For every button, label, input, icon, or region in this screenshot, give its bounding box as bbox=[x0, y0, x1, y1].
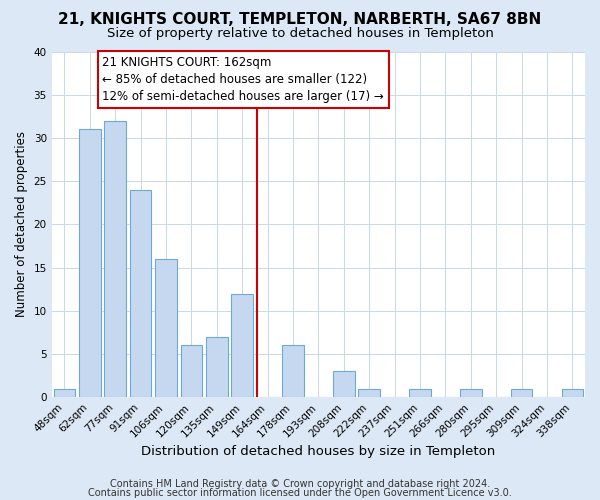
Bar bbox=[562, 388, 583, 397]
Bar bbox=[358, 388, 380, 397]
Bar bbox=[155, 259, 177, 397]
Bar bbox=[206, 336, 227, 397]
Bar bbox=[460, 388, 482, 397]
Bar bbox=[511, 388, 532, 397]
X-axis label: Distribution of detached houses by size in Templeton: Distribution of detached houses by size … bbox=[141, 444, 496, 458]
Bar bbox=[409, 388, 431, 397]
Text: 21 KNIGHTS COURT: 162sqm
← 85% of detached houses are smaller (122)
12% of semi-: 21 KNIGHTS COURT: 162sqm ← 85% of detach… bbox=[103, 56, 384, 103]
Bar bbox=[333, 372, 355, 397]
Y-axis label: Number of detached properties: Number of detached properties bbox=[15, 132, 28, 318]
Bar bbox=[282, 346, 304, 397]
Bar bbox=[181, 346, 202, 397]
Bar bbox=[79, 130, 101, 397]
Bar bbox=[130, 190, 151, 397]
Bar bbox=[232, 294, 253, 397]
Text: 21, KNIGHTS COURT, TEMPLETON, NARBERTH, SA67 8BN: 21, KNIGHTS COURT, TEMPLETON, NARBERTH, … bbox=[58, 12, 542, 28]
Text: Contains HM Land Registry data © Crown copyright and database right 2024.: Contains HM Land Registry data © Crown c… bbox=[110, 479, 490, 489]
Bar bbox=[53, 388, 75, 397]
Text: Size of property relative to detached houses in Templeton: Size of property relative to detached ho… bbox=[107, 28, 493, 40]
Bar bbox=[104, 120, 126, 397]
Text: Contains public sector information licensed under the Open Government Licence v3: Contains public sector information licen… bbox=[88, 488, 512, 498]
